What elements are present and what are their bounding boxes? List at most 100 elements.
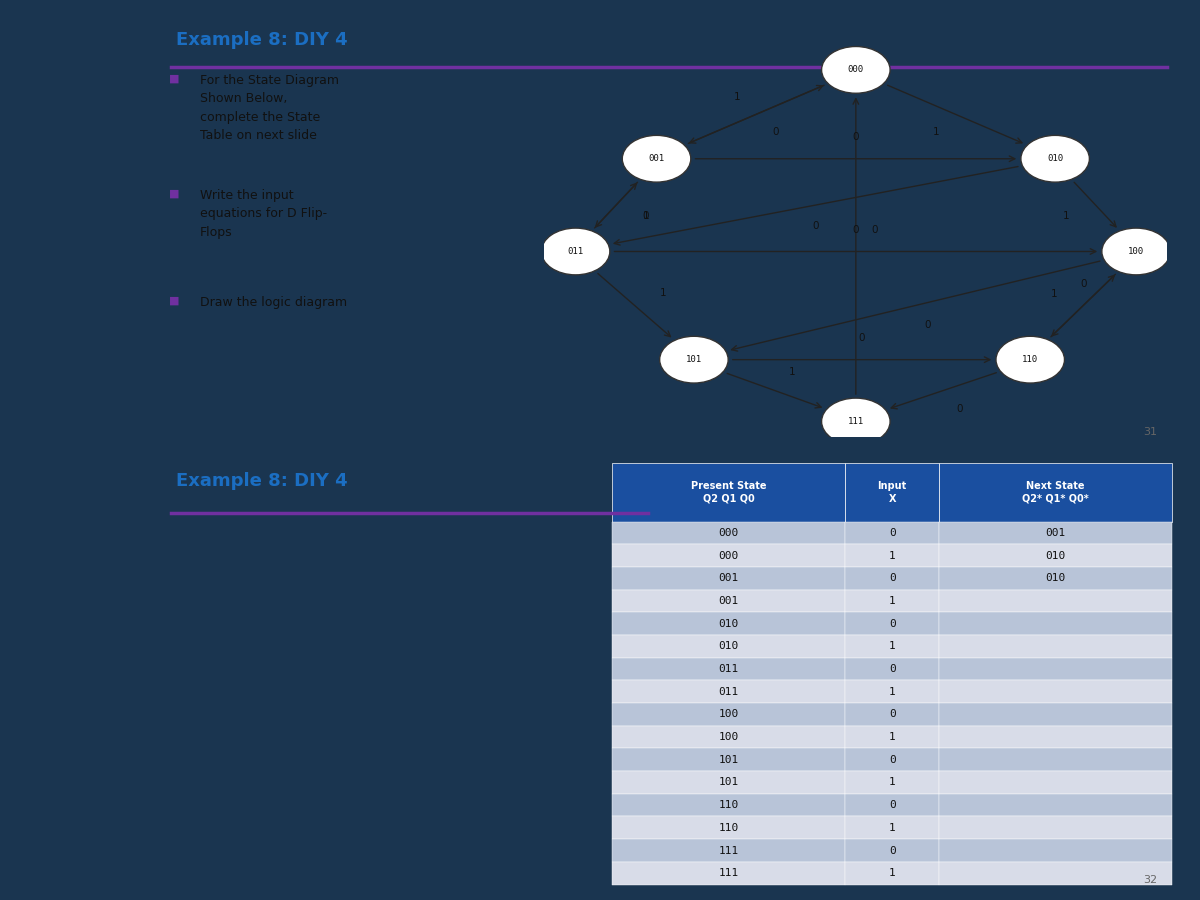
Ellipse shape	[822, 47, 890, 94]
Ellipse shape	[1021, 135, 1090, 182]
Text: 0: 0	[889, 573, 895, 583]
Text: 0: 0	[889, 755, 895, 765]
Bar	[846, 725, 938, 749]
Text: 1: 1	[733, 92, 740, 102]
Bar	[612, 680, 846, 703]
Bar	[938, 749, 1172, 771]
Ellipse shape	[660, 337, 728, 383]
Text: 1: 1	[889, 732, 895, 742]
Text: 111: 111	[719, 845, 739, 856]
Bar	[612, 658, 846, 680]
Text: 0: 0	[642, 211, 649, 220]
Text: 010: 010	[1045, 573, 1066, 583]
Bar	[612, 567, 846, 590]
Text: 011: 011	[568, 247, 583, 256]
Bar	[612, 544, 846, 567]
Text: 001: 001	[719, 573, 739, 583]
Text: 101: 101	[719, 755, 739, 765]
Text: 1: 1	[1051, 289, 1057, 299]
Bar	[938, 590, 1172, 612]
Text: 0: 0	[871, 225, 877, 235]
Text: 110: 110	[719, 823, 739, 832]
Text: 1: 1	[1063, 211, 1069, 220]
Bar	[938, 658, 1172, 680]
Bar	[612, 725, 846, 749]
Text: Example 8: DIY 4: Example 8: DIY 4	[176, 31, 348, 49]
Text: 32: 32	[1142, 875, 1157, 885]
Text: 011: 011	[719, 664, 739, 674]
Ellipse shape	[541, 228, 610, 274]
Bar	[846, 590, 938, 612]
Bar	[612, 749, 846, 771]
Text: 0: 0	[773, 127, 779, 137]
Text: 0: 0	[852, 132, 859, 142]
Bar	[612, 464, 846, 522]
Text: 1: 1	[889, 596, 895, 606]
Text: 100: 100	[719, 709, 739, 719]
Bar	[938, 680, 1172, 703]
Text: 0: 0	[812, 221, 818, 231]
Bar	[612, 839, 846, 862]
Bar	[612, 771, 846, 794]
Text: 1: 1	[889, 778, 895, 788]
Text: 1: 1	[932, 127, 940, 137]
Bar	[846, 680, 938, 703]
Text: 100: 100	[719, 732, 739, 742]
Text: For the State Diagram
Shown Below,
complete the State
Table on next slide: For the State Diagram Shown Below, compl…	[200, 74, 338, 142]
Bar	[846, 658, 938, 680]
Bar	[846, 612, 938, 635]
Bar	[612, 794, 846, 816]
Text: 111: 111	[847, 417, 864, 426]
Bar	[938, 522, 1172, 544]
Bar	[846, 567, 938, 590]
Text: Present State
Q2 Q1 Q0: Present State Q2 Q1 Q0	[691, 482, 767, 504]
Text: 001: 001	[719, 596, 739, 606]
Text: Write the input
equations for D Flip-
Flops: Write the input equations for D Flip- Fl…	[200, 189, 326, 239]
Bar	[846, 816, 938, 839]
Text: 110: 110	[1022, 356, 1038, 364]
Bar	[938, 567, 1172, 590]
Ellipse shape	[996, 337, 1064, 383]
Text: 1: 1	[889, 551, 895, 561]
Text: 100: 100	[1128, 247, 1144, 256]
Bar	[938, 862, 1172, 885]
Bar	[938, 635, 1172, 658]
Bar	[938, 794, 1172, 816]
Text: Input
X: Input X	[877, 482, 907, 504]
Bar	[612, 816, 846, 839]
Text: 0: 0	[889, 528, 895, 538]
Text: 31: 31	[1142, 427, 1157, 437]
Text: 0: 0	[889, 800, 895, 810]
Text: 0: 0	[889, 709, 895, 719]
Text: 001: 001	[1045, 528, 1066, 538]
Text: 1: 1	[889, 823, 895, 832]
Text: 001: 001	[648, 154, 665, 163]
Bar	[938, 544, 1172, 567]
Text: 111: 111	[719, 868, 739, 878]
Text: 1: 1	[889, 687, 895, 697]
Bar	[846, 544, 938, 567]
Text: 011: 011	[719, 687, 739, 697]
Bar	[612, 635, 846, 658]
Bar	[846, 839, 938, 862]
Bar	[846, 464, 938, 522]
Bar	[938, 703, 1172, 725]
Bar	[846, 771, 938, 794]
Bar	[938, 464, 1172, 522]
Text: 1: 1	[889, 868, 895, 878]
Text: 1: 1	[659, 288, 666, 298]
Text: 0: 0	[889, 664, 895, 674]
Text: 101: 101	[719, 778, 739, 788]
Ellipse shape	[623, 135, 691, 182]
Text: ■: ■	[169, 74, 179, 84]
Text: ■: ■	[169, 296, 179, 306]
Text: Draw the logic diagram: Draw the logic diagram	[200, 296, 347, 309]
Bar	[612, 522, 846, 544]
Bar	[846, 794, 938, 816]
Bar	[846, 749, 938, 771]
Text: Next State
Q2* Q1* Q0*: Next State Q2* Q1* Q0*	[1022, 482, 1090, 504]
Text: 0: 0	[852, 225, 859, 235]
Text: 0: 0	[956, 404, 962, 414]
Bar	[938, 612, 1172, 635]
Bar	[938, 816, 1172, 839]
